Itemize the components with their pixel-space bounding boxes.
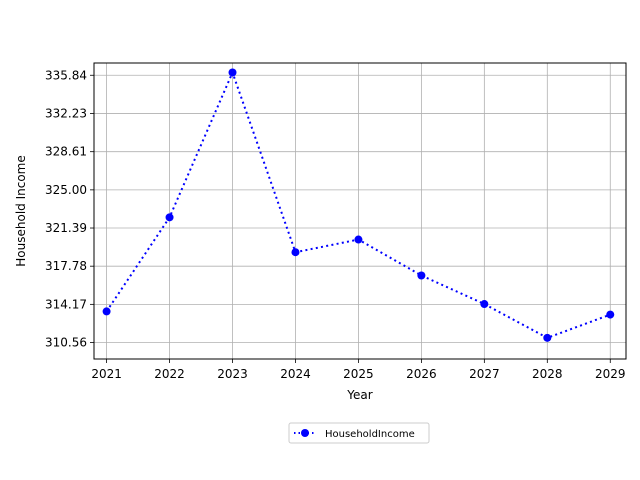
x-axis-label: Year xyxy=(346,388,372,402)
x-tick-label: 2029 xyxy=(595,367,626,381)
series-household-income xyxy=(102,68,615,342)
legend: HouseholdIncome xyxy=(288,422,430,444)
x-tick-label: 2027 xyxy=(469,367,500,381)
x-tick-label: 2028 xyxy=(532,367,563,381)
y-tick-label: 332.23 xyxy=(45,106,87,120)
data-point xyxy=(543,333,552,342)
x-tick-label: 2023 xyxy=(217,367,248,381)
legend-marker-swatch xyxy=(301,429,309,437)
x-tick-label: 2025 xyxy=(343,367,374,381)
y-tick-label: 328.61 xyxy=(45,145,87,159)
data-point xyxy=(480,300,489,309)
data-point xyxy=(228,68,237,77)
data-point xyxy=(606,310,615,319)
y-tick-label: 317.78 xyxy=(45,259,87,273)
x-tick-label: 2022 xyxy=(154,367,185,381)
legend-frame xyxy=(288,422,430,444)
y-axis-label: Household Income xyxy=(14,155,28,266)
plot-frame xyxy=(93,62,627,360)
y-tick-label: 325.00 xyxy=(45,183,87,197)
y-tick-label: 310.56 xyxy=(45,336,87,350)
data-point xyxy=(102,307,111,316)
y-tick-label: 335.84 xyxy=(45,68,87,82)
x-tick-label: 2026 xyxy=(406,367,437,381)
x-tick-label: 2021 xyxy=(91,367,122,381)
y-axis-ticks: 310.56 314.17 317.78 321.39 325.00 328.61 332.… xyxy=(45,68,94,350)
data-point xyxy=(417,271,426,280)
data-point xyxy=(291,248,300,257)
legend-label: HouseholdIncome xyxy=(325,429,415,440)
data-point xyxy=(165,213,174,222)
y-tick-label: 314.17 xyxy=(45,297,87,311)
data-point xyxy=(354,235,363,244)
gridlines xyxy=(94,63,626,359)
x-tick-label: 2024 xyxy=(280,367,311,381)
x-axis-ticks: 2021 2022 2023 2024 2025 2026 2027 2028 2029 xyxy=(91,359,626,381)
y-tick-label: 321.39 xyxy=(45,221,87,235)
